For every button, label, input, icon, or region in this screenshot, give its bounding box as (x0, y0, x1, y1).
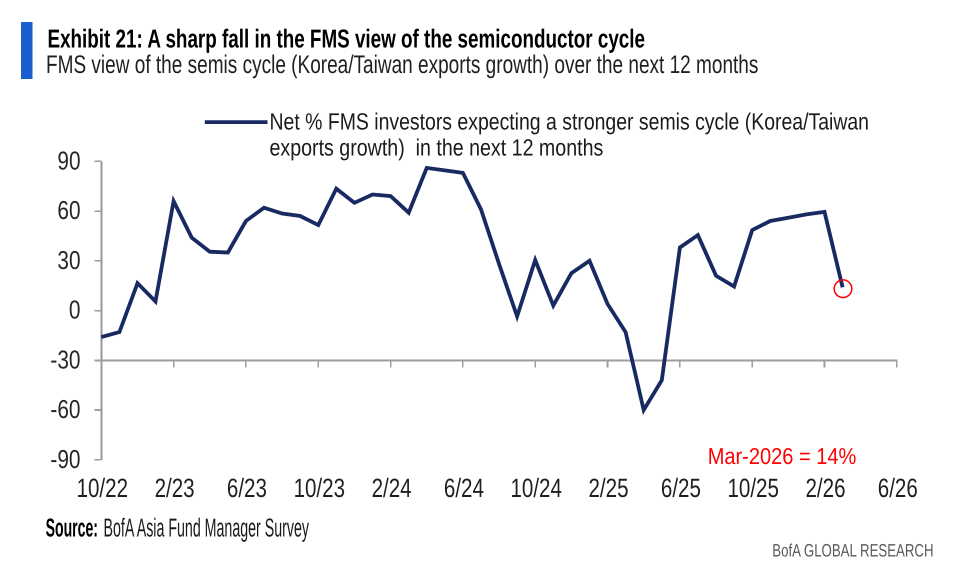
svg-text:exports growth) in the next 1: exports growth) in the next 12 months (270, 134, 604, 160)
svg-text:10/24: 10/24 (511, 473, 562, 503)
svg-text:90: 90 (57, 145, 80, 175)
svg-text:Source:: Source: (46, 513, 98, 543)
svg-text:6/26: 6/26 (878, 473, 918, 503)
svg-text:-60: -60 (50, 394, 80, 424)
svg-text:BofA GLOBAL RESEARCH: BofA GLOBAL RESEARCH (772, 540, 933, 560)
svg-text:60: 60 (57, 195, 80, 225)
svg-text:BofA Asia Fund Manager Survey: BofA Asia Fund Manager Survey (104, 513, 310, 543)
svg-text:FMS view of the semis cycle (K: FMS view of the semis cycle (Korea/Taiwa… (46, 51, 758, 79)
svg-text:10/23: 10/23 (294, 473, 345, 503)
svg-text:6/25: 6/25 (661, 473, 701, 503)
svg-text:30: 30 (57, 245, 80, 275)
svg-text:10/25: 10/25 (728, 473, 779, 503)
svg-text:Net % FMS investors expecting: Net % FMS investors expecting a stronger… (270, 109, 870, 135)
svg-text:2/26: 2/26 (806, 473, 846, 503)
svg-text:Mar-2026 = 14%: Mar-2026 = 14% (708, 443, 857, 469)
svg-text:Exhibit 21: A sharp fall in th: Exhibit 21: A sharp fall in the FMS view… (48, 23, 646, 53)
svg-text:-30: -30 (50, 344, 80, 374)
svg-text:10/22: 10/22 (77, 473, 128, 503)
svg-text:2/25: 2/25 (589, 473, 629, 503)
svg-text:6/24: 6/24 (444, 473, 484, 503)
svg-text:-90: -90 (50, 444, 80, 474)
svg-text:2/23: 2/23 (155, 473, 195, 503)
svg-text:2/24: 2/24 (372, 473, 412, 503)
svg-text:0: 0 (69, 295, 81, 325)
svg-text:6/23: 6/23 (227, 473, 267, 503)
